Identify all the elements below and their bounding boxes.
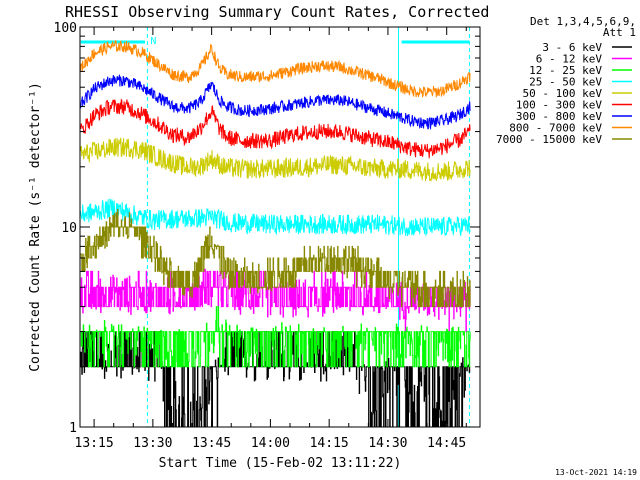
y-tick-label-1: 10: [61, 221, 77, 236]
legend-label-0: 3 - 6 keV: [542, 41, 602, 54]
series-line-7: [80, 39, 471, 99]
chart-title: RHESSI Observing Summary Count Rates, Co…: [65, 3, 489, 21]
legend-header-1: Att 1: [603, 26, 636, 39]
y-tick-label-2: 100: [54, 21, 77, 36]
legend-label-3: 25 - 50 keV: [529, 76, 602, 89]
legend-label-4: 50 - 100 keV: [523, 87, 603, 100]
x-tick-label-6: 14:45: [427, 436, 466, 451]
legend-label-5: 100 - 300 keV: [516, 99, 602, 112]
footer-date: 13-Oct-2021 14:19: [555, 468, 637, 477]
legend-label-8: 7000 - 15000 keV: [496, 133, 602, 146]
series-line-5: [80, 98, 471, 159]
series-line-6: [80, 74, 471, 131]
x-tick-label-3: 14:00: [251, 436, 290, 451]
series-line-4: [80, 137, 471, 182]
y-tick-label-0: 1: [69, 421, 77, 436]
x-tick-label-1: 13:30: [133, 436, 172, 451]
legend-label-1: 6 - 12 keV: [536, 53, 603, 66]
x-tick-label-2: 13:45: [192, 436, 231, 451]
legend-label-7: 800 - 7000 keV: [509, 122, 602, 135]
y-axis-label: Corrected Count Rate (s⁻¹ detector⁻¹): [28, 82, 43, 372]
legend-label-2: 12 - 25 keV: [529, 64, 602, 77]
series-line-8: [80, 209, 471, 308]
x-tick-label-0: 13:15: [75, 436, 114, 451]
x-tick-label-5: 14:30: [368, 436, 407, 451]
series-line-3: [80, 198, 471, 237]
x-axis-label: Start Time (15-Feb-02 13:11:22): [159, 456, 402, 471]
x-tick-label-4: 14:15: [310, 436, 349, 451]
legend-label-6: 300 - 800 keV: [516, 110, 602, 123]
legend-header-0: Det 1,3,4,5,6,9,: [530, 15, 636, 28]
series-line-2: [80, 306, 471, 368]
marker-label: N: [150, 36, 156, 47]
